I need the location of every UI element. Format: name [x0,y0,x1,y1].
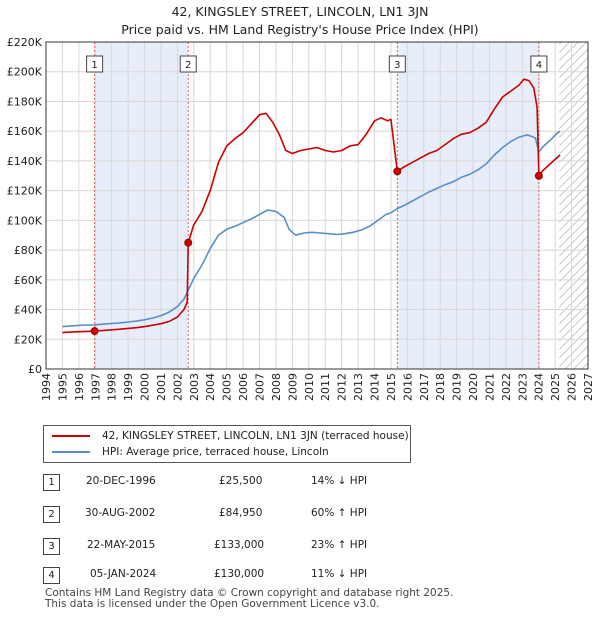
price-paid-line [62,78,561,334]
x-tick-label: 2022 [500,373,513,401]
x-tick-label: 1997 [89,373,102,401]
y-tick-label: £80K [14,244,43,257]
sale-marker-label: 3 [394,60,400,71]
y-tick-label: £160K [7,125,43,138]
x-tick-label: 2003 [188,373,201,401]
ownership-period [397,42,539,369]
price-chart: £0 £20K £40K £60K £80K £100K £120K £140K £160K £1… [7,36,595,401]
x-tick-label: 2002 [171,373,184,401]
sale-price: £133,000 [214,539,265,551]
sale-point [534,171,543,180]
y-tick-label: £120K [7,185,43,198]
sale-hpi-diff: 11% ↓ HPI [311,568,368,580]
sale-marker-box [388,55,406,73]
y-tick-label: £60K [14,274,43,287]
chart-title: 42, KINGSLEY STREET, LINCOLN, LN1 3JN [171,4,429,19]
ownership-period [94,42,189,369]
sale-price: £130,000 [214,568,265,580]
sale-hpi-diff: 23% ↑ HPI [311,539,368,551]
x-tick-label: 2024 [533,373,546,401]
x-tick-label: 2025 [549,373,562,401]
x-tick-label: 1994 [40,373,53,401]
sale-marker-box [530,55,548,73]
y-tick-label: £40K [14,304,43,317]
sale-point [393,167,402,176]
sale-date: 22-MAY-2015 [87,539,156,551]
legend-price-label: 42, KINGSLEY STREET, LINCOLN, LN1 3JN (t… [102,430,409,442]
sale-hpi-diff: 14% ↓ HPI [311,475,368,487]
x-tick-label: 2019 [451,373,464,401]
x-tick-label: 2015 [385,373,398,401]
legend-item-hpi: HPI: Average price, terraced house, Linc… [52,445,329,459]
x-tick-label: 1998 [106,373,119,401]
plot-frame [45,41,589,370]
sale-marker-box [86,55,104,73]
x-tick-label: 2012 [336,373,349,401]
legend-price-swatch [52,435,90,437]
x-tick-label: 2005 [221,373,234,401]
sale-price: £84,950 [219,507,263,519]
x-tick-label: 2013 [352,373,365,401]
legend: 42, KINGSLEY STREET, LINCOLN, LN1 3JN (t… [43,425,411,463]
x-tick-label: 1995 [56,373,69,401]
legend-hpi-label: HPI: Average price, terraced house, Linc… [102,446,329,458]
footer-attribution: Contains HM Land Registry data © Crown c… [45,588,453,610]
y-tick-label: £20K [14,333,43,346]
sale-hpi-diff: 60% ↑ HPI [311,507,368,519]
x-tick-label: 2011 [319,373,332,401]
sale-date: 05-JAN-2024 [90,568,157,580]
sale-number-badge: 2 [43,506,60,523]
x-tick-label: 1996 [73,373,86,401]
sale-marker-label: 1 [91,60,97,71]
sale-marker-label: 4 [536,60,542,71]
sale-marker-label: 2 [185,60,191,71]
x-tick-label: 2027 [582,373,595,401]
sale-number-badge: 3 [43,538,60,555]
legend-hpi-swatch [52,451,90,453]
forecast-hatch [559,42,588,369]
x-tick-label: 2008 [270,373,283,401]
x-tick-label: 2020 [467,373,480,401]
y-tick-label: £100K [7,214,43,227]
sale-point [90,327,99,336]
y-tick-label: £0 [28,363,42,376]
x-tick-label: 2007 [254,373,267,401]
x-tick-label: 2021 [483,373,496,401]
x-tick-label: 2004 [204,373,217,401]
sale-number-badge: 1 [43,474,60,491]
footer-copyright: Contains HM Land Registry data © Crown c… [45,587,454,599]
x-tick-label: 2026 [566,373,579,401]
sale-date: 20-DEC-1996 [86,475,156,487]
x-tick-label: 2017 [418,373,431,401]
x-tick-label: 2016 [401,373,414,401]
y-tick-label: £180K [7,95,43,108]
x-tick-label: 2001 [155,373,168,401]
x-tick-label: 2006 [237,373,250,401]
sale-marker-box [179,55,197,73]
sale-price: £25,500 [219,475,263,487]
y-tick-label: £200K [7,66,43,79]
footer-licence: This data is licensed under the Open Gov… [45,598,380,610]
sale-date: 30-AUG-2002 [85,507,156,519]
x-tick-label: 2000 [139,373,152,401]
x-tick-label: 1999 [122,373,135,401]
sale-point [184,238,193,247]
chart-subtitle: Price paid vs. HM Land Registry's House … [121,22,479,37]
y-tick-label: £220K [7,36,43,49]
x-tick-label: 2009 [286,373,299,401]
x-tick-label: 2018 [434,373,447,401]
x-tick-label: 2014 [368,373,381,401]
x-tick-label: 2023 [516,373,529,401]
sale-number-badge: 4 [43,567,60,584]
legend-item-price: 42, KINGSLEY STREET, LINCOLN, LN1 3JN (t… [52,429,409,443]
hpi-line [62,130,561,328]
x-tick-label: 2010 [303,373,316,401]
y-tick-label: £140K [7,155,43,168]
